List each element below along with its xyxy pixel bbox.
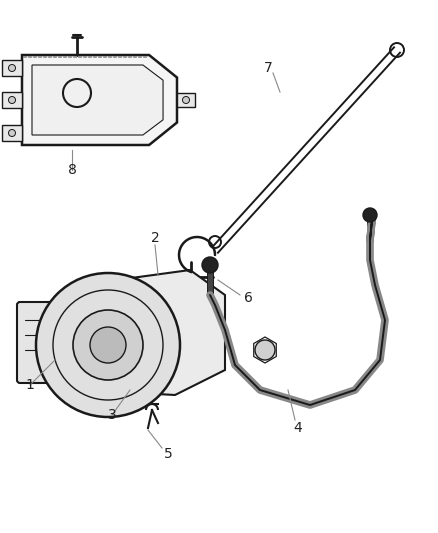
Text: 1: 1 — [25, 378, 34, 392]
Polygon shape — [22, 55, 177, 145]
Circle shape — [201, 257, 218, 273]
FancyBboxPatch shape — [17, 302, 83, 383]
Circle shape — [254, 340, 274, 360]
Circle shape — [8, 130, 15, 136]
Circle shape — [8, 96, 15, 103]
Text: 8: 8 — [67, 163, 76, 177]
Text: 4: 4 — [293, 421, 302, 435]
Text: 5: 5 — [163, 447, 172, 461]
Polygon shape — [2, 60, 22, 76]
Circle shape — [73, 310, 143, 380]
Text: 3: 3 — [107, 408, 116, 422]
Circle shape — [362, 208, 376, 222]
Polygon shape — [2, 92, 22, 108]
Polygon shape — [65, 270, 225, 395]
Polygon shape — [177, 93, 194, 107]
Text: 2: 2 — [150, 231, 159, 245]
Circle shape — [36, 273, 180, 417]
Polygon shape — [32, 65, 162, 135]
Circle shape — [90, 327, 126, 363]
Circle shape — [182, 96, 189, 103]
Text: 7: 7 — [263, 61, 272, 75]
Polygon shape — [2, 125, 22, 141]
Circle shape — [8, 64, 15, 71]
Text: 6: 6 — [243, 291, 252, 305]
